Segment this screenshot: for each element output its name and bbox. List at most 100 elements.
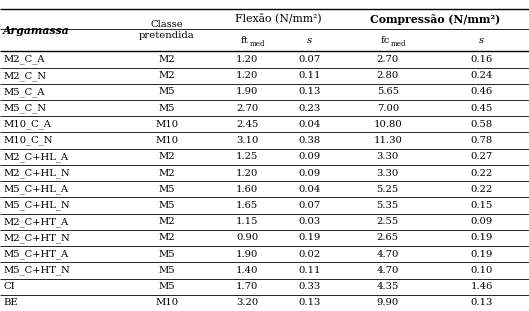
Text: M5: M5 <box>158 104 175 113</box>
Text: 0.19: 0.19 <box>298 234 321 243</box>
Text: 0.09: 0.09 <box>298 169 321 178</box>
Text: 0.13: 0.13 <box>298 298 321 307</box>
Text: Flexão (N/mm²): Flexão (N/mm²) <box>235 14 322 25</box>
Text: M2: M2 <box>158 234 175 243</box>
Text: 1.70: 1.70 <box>236 282 259 291</box>
Text: 4.35: 4.35 <box>377 282 399 291</box>
Text: 2.70: 2.70 <box>236 104 259 113</box>
Text: 3.20: 3.20 <box>236 298 259 307</box>
Text: 0.13: 0.13 <box>471 298 493 307</box>
Text: M2_C_N: M2_C_N <box>3 71 46 81</box>
Text: 5.25: 5.25 <box>377 185 399 194</box>
Text: 1.90: 1.90 <box>236 250 259 259</box>
Text: fc: fc <box>381 36 390 45</box>
Text: 0.13: 0.13 <box>298 87 321 96</box>
Text: M2: M2 <box>158 152 175 161</box>
Text: M10_C_A: M10_C_A <box>3 119 51 129</box>
Text: 0.07: 0.07 <box>298 201 321 210</box>
Text: med: med <box>390 39 406 48</box>
Text: 0.07: 0.07 <box>298 55 321 64</box>
Text: 1.90: 1.90 <box>236 87 259 96</box>
Text: 3.30: 3.30 <box>377 169 399 178</box>
Text: M10_C_N: M10_C_N <box>3 136 53 146</box>
Text: M2_C+HL_A: M2_C+HL_A <box>3 152 68 162</box>
Text: 7.00: 7.00 <box>377 104 399 113</box>
Text: M2_C+HT_A: M2_C+HT_A <box>3 217 68 227</box>
Text: 0.19: 0.19 <box>471 234 493 243</box>
Text: M10: M10 <box>155 136 178 145</box>
Text: 2.65: 2.65 <box>377 234 399 243</box>
Text: Classe
pretendida: Classe pretendida <box>139 20 195 40</box>
Text: 1.40: 1.40 <box>236 266 259 275</box>
Text: 0.46: 0.46 <box>471 87 493 96</box>
Text: M5: M5 <box>158 87 175 96</box>
Text: 2.45: 2.45 <box>236 120 259 129</box>
Text: M5_C+HT_N: M5_C+HT_N <box>3 266 70 275</box>
Text: 1.60: 1.60 <box>236 185 259 194</box>
Text: 0.04: 0.04 <box>298 120 321 129</box>
Text: M2: M2 <box>158 55 175 64</box>
Text: 0.16: 0.16 <box>471 55 493 64</box>
Text: 0.15: 0.15 <box>471 201 493 210</box>
Text: 2.80: 2.80 <box>377 71 399 80</box>
Text: 0.04: 0.04 <box>298 185 321 194</box>
Text: 0.03: 0.03 <box>298 217 321 226</box>
Text: 0.33: 0.33 <box>298 282 321 291</box>
Text: 0.09: 0.09 <box>471 217 493 226</box>
Text: 10.80: 10.80 <box>373 120 402 129</box>
Text: 0.78: 0.78 <box>471 136 493 145</box>
Text: 0.90: 0.90 <box>236 234 259 243</box>
Text: 3.10: 3.10 <box>236 136 259 145</box>
Text: 0.09: 0.09 <box>298 152 321 161</box>
Text: 4.70: 4.70 <box>377 250 399 259</box>
Text: 0.11: 0.11 <box>298 71 321 80</box>
Text: 0.23: 0.23 <box>298 104 321 113</box>
Text: M2: M2 <box>158 217 175 226</box>
Text: 0.22: 0.22 <box>471 169 493 178</box>
Text: s: s <box>479 36 485 45</box>
Text: 2.55: 2.55 <box>377 217 399 226</box>
Text: 5.65: 5.65 <box>377 87 399 96</box>
Text: M5: M5 <box>158 201 175 210</box>
Text: M5: M5 <box>158 282 175 291</box>
Text: 0.27: 0.27 <box>471 152 493 161</box>
Text: 1.20: 1.20 <box>236 71 259 80</box>
Text: 0.11: 0.11 <box>298 266 321 275</box>
Text: M10: M10 <box>155 120 178 129</box>
Text: 3.30: 3.30 <box>377 152 399 161</box>
Text: Argamassa: Argamassa <box>3 25 70 36</box>
Text: M2: M2 <box>158 169 175 178</box>
Text: 2.70: 2.70 <box>377 55 399 64</box>
Text: 0.10: 0.10 <box>471 266 493 275</box>
Text: M2_C+HT_N: M2_C+HT_N <box>3 233 70 243</box>
Text: M10: M10 <box>155 298 178 307</box>
Text: M2_C_A: M2_C_A <box>3 55 44 64</box>
Text: M5: M5 <box>158 185 175 194</box>
Text: 0.22: 0.22 <box>471 185 493 194</box>
Text: 4.70: 4.70 <box>377 266 399 275</box>
Text: CI: CI <box>3 282 15 291</box>
Text: M5_C_A: M5_C_A <box>3 87 44 97</box>
Text: 0.02: 0.02 <box>298 250 321 259</box>
Text: 1.46: 1.46 <box>471 282 493 291</box>
Text: 9.90: 9.90 <box>377 298 399 307</box>
Text: s: s <box>307 36 312 45</box>
Text: ft: ft <box>241 36 249 45</box>
Text: 1.65: 1.65 <box>236 201 259 210</box>
Text: M5: M5 <box>158 250 175 259</box>
Text: 5.35: 5.35 <box>377 201 399 210</box>
Text: med: med <box>250 39 266 48</box>
Text: 0.45: 0.45 <box>471 104 493 113</box>
Text: M2: M2 <box>158 71 175 80</box>
Text: M5_C+HL_A: M5_C+HL_A <box>3 184 68 194</box>
Text: M5_C+HL_N: M5_C+HL_N <box>3 201 70 210</box>
Text: M5: M5 <box>158 266 175 275</box>
Text: 0.19: 0.19 <box>471 250 493 259</box>
Text: 0.58: 0.58 <box>471 120 493 129</box>
Text: M5_C+HT_A: M5_C+HT_A <box>3 249 68 259</box>
Text: 1.25: 1.25 <box>236 152 259 161</box>
Text: Compressão (N/mm²): Compressão (N/mm²) <box>370 14 500 25</box>
Text: M2_C+HL_N: M2_C+HL_N <box>3 168 70 178</box>
Text: 0.38: 0.38 <box>298 136 321 145</box>
Text: M5_C_N: M5_C_N <box>3 103 46 113</box>
